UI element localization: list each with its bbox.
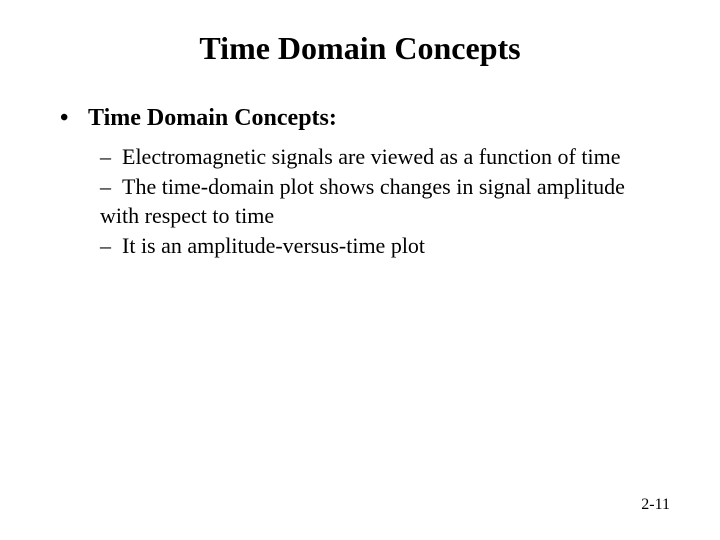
level2-block: – Electromagnetic signals are viewed as …	[60, 142, 660, 261]
bullet-dot-icon: •	[60, 105, 88, 132]
dash-icon: –	[100, 144, 111, 169]
dash-icon: –	[100, 174, 111, 199]
slide-title: Time Domain Concepts	[0, 0, 720, 87]
bullet-level1: • Time Domain Concepts:	[60, 105, 660, 132]
level1-text: Time Domain Concepts:	[88, 105, 337, 132]
slide-body: • Time Domain Concepts: – Electromagneti…	[0, 105, 720, 261]
sub-point-2: The time-domain plot shows changes in si…	[100, 174, 625, 229]
slide-number: 2-11	[641, 496, 670, 514]
sub-point-3: It is an amplitude-versus-time plot	[122, 233, 425, 258]
dash-icon: –	[100, 233, 111, 258]
sub-point-1: Electromagnetic signals are viewed as a …	[122, 144, 620, 169]
slide: Time Domain Concepts • Time Domain Conce…	[0, 0, 720, 540]
